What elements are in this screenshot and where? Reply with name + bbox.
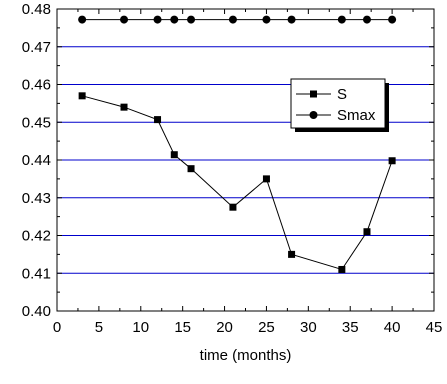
data-point-s (170, 151, 178, 159)
legend-marker-smax (309, 111, 318, 119)
data-point-smax (337, 15, 346, 24)
y-tick-label: 0.45 (22, 114, 51, 131)
data-point-s (78, 92, 86, 100)
data-point-smax (120, 15, 129, 24)
x-tick-label: 20 (216, 319, 233, 336)
data-point-smax (78, 15, 87, 24)
legend-marker-s (310, 90, 317, 98)
x-tick-label: 5 (95, 319, 103, 336)
x-tick-label: 35 (342, 319, 359, 336)
data-point-smax (187, 15, 196, 24)
y-tick-label: 0.42 (22, 228, 51, 245)
data-point-s (363, 228, 371, 236)
data-point-smax (287, 15, 296, 24)
legend: S Smax (290, 78, 389, 132)
data-point-s (229, 203, 237, 211)
legend-label-smax: Smax (337, 107, 376, 124)
tick-labels: 0.40 0.41 0.42 0.43 0.44 0.45 0.46 0.47 0.48 0 5 10… (22, 1, 443, 336)
data-point-smax (153, 15, 162, 24)
data-point-smax (362, 15, 371, 24)
legend-box (290, 78, 386, 129)
x-tick-label: 10 (132, 319, 149, 336)
data-point-s (262, 175, 270, 183)
grid-lines (57, 46, 434, 274)
x-tick-label: 30 (300, 319, 317, 336)
axis-ticks (56, 8, 435, 312)
y-tick-label: 0.48 (22, 1, 51, 18)
data-point-s (154, 116, 162, 124)
x-tick-label: 25 (258, 319, 275, 336)
legend-label-s: S (337, 86, 347, 103)
data-point-smax (170, 15, 179, 24)
x-tick-label: 15 (174, 319, 191, 336)
series-layer (78, 15, 397, 273)
data-point-s (120, 103, 128, 111)
x-tick-label: 40 (384, 319, 401, 336)
y-tick-label: 0.47 (22, 39, 51, 56)
data-point-s (288, 250, 296, 258)
data-point-smax (228, 15, 237, 24)
x-tick-label: 45 (426, 319, 443, 336)
data-point-smax (262, 15, 271, 24)
y-tick-label: 0.44 (22, 152, 51, 169)
y-tick-label: 0.41 (22, 265, 51, 282)
x-axis-title: time (months) (200, 347, 292, 364)
y-tick-label: 0.46 (22, 77, 51, 94)
x-tick-label: 0 (53, 319, 61, 336)
y-tick-label: 0.43 (22, 190, 51, 207)
data-point-s (187, 165, 195, 173)
data-point-s (388, 157, 396, 165)
y-tick-label: 0.40 (22, 303, 51, 320)
data-point-s (338, 265, 346, 273)
data-point-smax (388, 15, 397, 24)
